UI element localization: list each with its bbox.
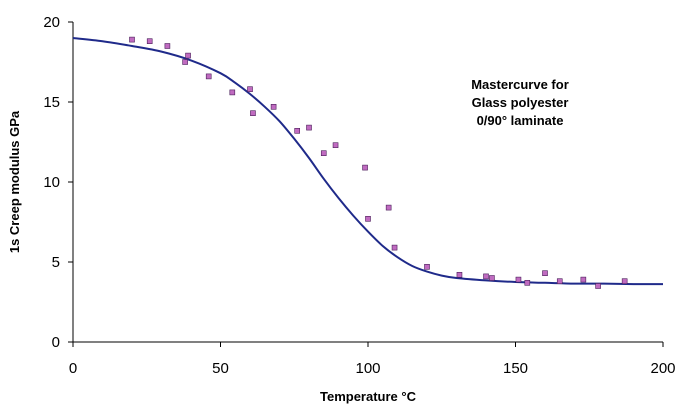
data-point [306,124,312,131]
mastercurve-line [72,37,664,286]
data-point [621,278,628,285]
data-point [185,52,191,59]
data-point [270,104,277,110]
data-point [385,204,392,211]
ticks: 0 50 100 150 200 0 5 10 15 20 [43,14,675,377]
y-tick-label: 15 [43,94,60,111]
annotation-line-3: 0/90° laminate [477,113,564,128]
data-point [456,271,463,278]
x-tick-label: 50 [212,360,229,377]
y-axis-title: 1s Creep modulus GPa [7,110,22,253]
x-tick-label: 150 [503,360,528,377]
data-point [229,89,236,96]
data-point [146,38,153,45]
y-tick-label: 5 [52,254,60,271]
data-point [129,36,135,43]
points-layer [129,36,628,289]
data-point [489,275,495,281]
data-point [595,283,601,289]
axes [72,22,663,343]
data-point [365,216,371,222]
data-point [515,276,522,283]
x-tick-label: 0 [69,360,77,377]
data-point [542,270,548,277]
data-point [205,73,212,80]
data-point [320,150,327,156]
data-point [580,276,587,283]
data-point [247,86,253,92]
data-point [524,279,531,286]
data-point [424,263,430,270]
data-point [556,278,563,285]
data-point [332,142,339,148]
annotation: Mastercurve for Glass polyester 0/90° la… [471,77,569,128]
y-tick-label: 20 [43,14,60,31]
y-tick-label: 10 [43,174,60,191]
data-point [250,110,256,116]
x-axis-title: Temperature °C [320,389,417,404]
data-point [294,128,301,134]
data-point [164,43,171,49]
x-tick-label: 100 [355,360,380,377]
curve-layer [72,37,664,286]
data-point [182,59,188,65]
y-tick-label: 0 [52,334,60,351]
annotation-line-2: Glass polyester [472,95,569,110]
annotation-line-1: Mastercurve for [471,77,569,92]
data-point [483,273,489,280]
x-tick-label: 200 [650,360,675,377]
data-point [362,164,368,171]
data-point [391,244,398,251]
